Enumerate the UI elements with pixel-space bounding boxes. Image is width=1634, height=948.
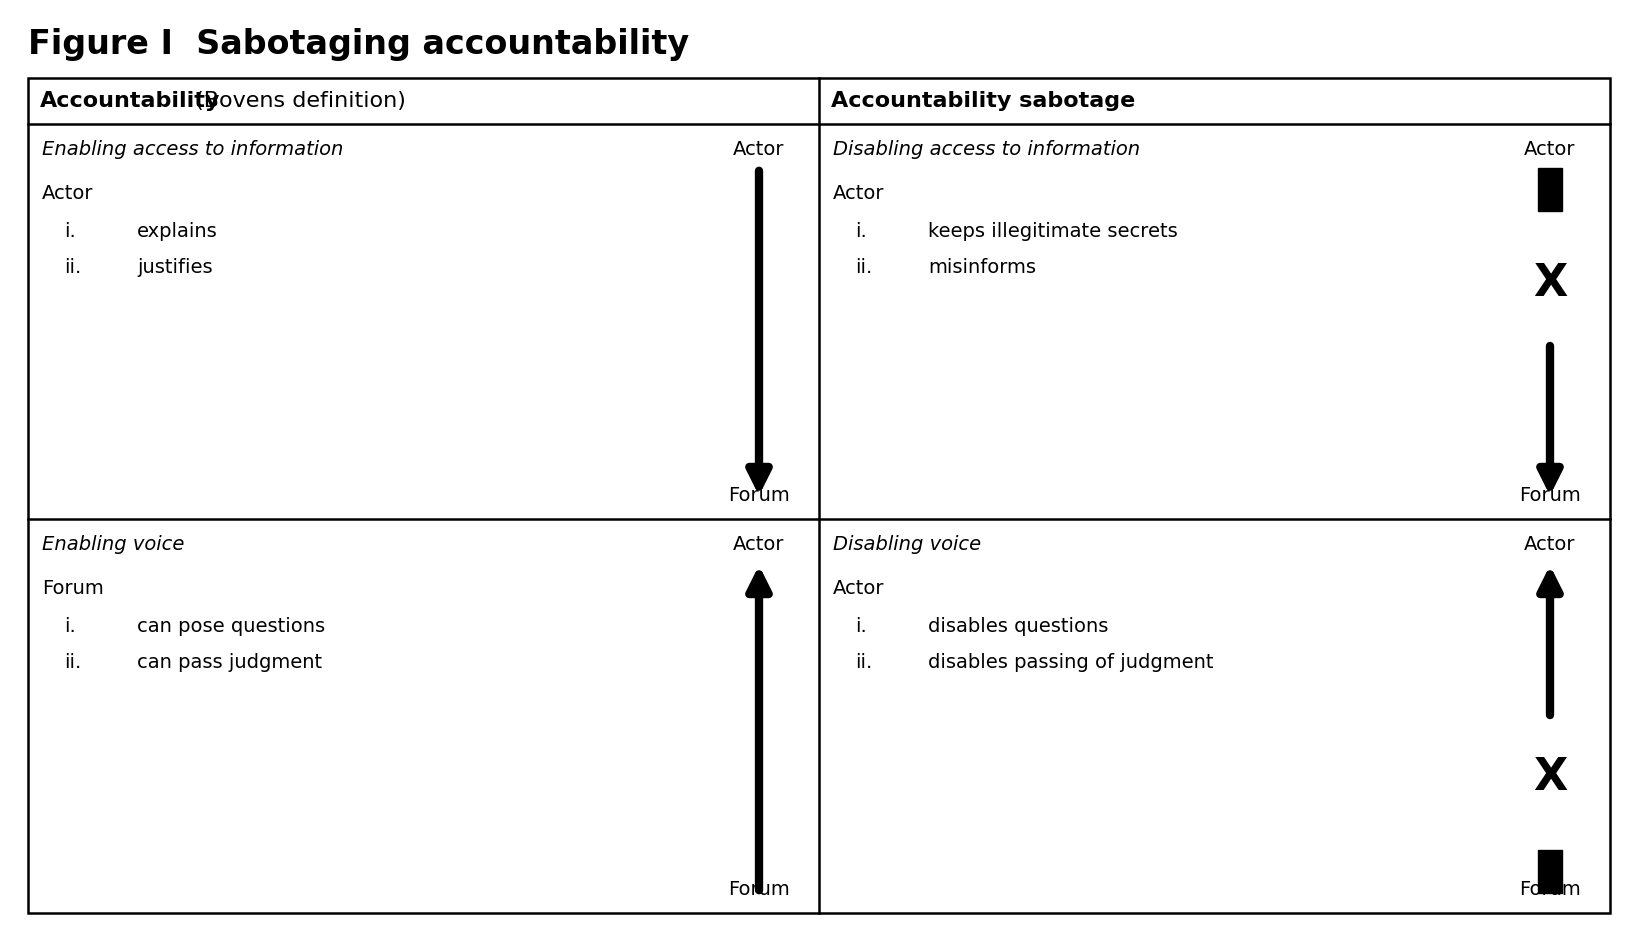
Text: Actor: Actor: [734, 535, 784, 554]
Text: can pass judgment: can pass judgment: [137, 652, 322, 671]
Text: Actor: Actor: [1525, 140, 1575, 159]
Text: ii.: ii.: [64, 258, 82, 277]
Text: Actor: Actor: [1525, 535, 1575, 554]
Text: Disabling access to information: Disabling access to information: [833, 140, 1141, 159]
Text: Forum: Forum: [1520, 880, 1580, 899]
Text: i.: i.: [64, 616, 75, 635]
Text: Disabling voice: Disabling voice: [833, 535, 980, 554]
Text: can pose questions: can pose questions: [137, 616, 325, 635]
Text: ii.: ii.: [64, 652, 82, 671]
Text: Forum: Forum: [729, 485, 789, 504]
Bar: [1538, 850, 1562, 893]
Text: i.: i.: [855, 616, 866, 635]
Text: disables passing of judgment: disables passing of judgment: [928, 652, 1214, 671]
Text: ii.: ii.: [855, 258, 873, 277]
Text: explains: explains: [137, 222, 217, 241]
Text: Forum: Forum: [42, 578, 103, 597]
Text: i.: i.: [64, 222, 75, 241]
Text: Actor: Actor: [833, 184, 884, 203]
Text: (Bovens definition): (Bovens definition): [188, 91, 405, 111]
Text: justifies: justifies: [137, 258, 212, 277]
Text: Actor: Actor: [42, 184, 93, 203]
Text: X: X: [1533, 263, 1567, 305]
Text: misinforms: misinforms: [928, 258, 1036, 277]
Text: Accountability sabotage: Accountability sabotage: [832, 91, 1136, 111]
Text: Accountability: Accountability: [39, 91, 221, 111]
Text: Forum: Forum: [1520, 485, 1580, 504]
Text: Forum: Forum: [729, 880, 789, 899]
Text: i.: i.: [855, 222, 866, 241]
Text: X: X: [1533, 756, 1567, 799]
Text: ii.: ii.: [855, 652, 873, 671]
Text: keeps illegitimate secrets: keeps illegitimate secrets: [928, 222, 1178, 241]
Bar: [1538, 168, 1562, 211]
Text: Enabling voice: Enabling voice: [42, 535, 185, 554]
Text: Actor: Actor: [734, 140, 784, 159]
Bar: [28, 78, 1609, 913]
Text: disables questions: disables questions: [928, 616, 1108, 635]
Text: Enabling access to information: Enabling access to information: [42, 140, 343, 159]
Text: Actor: Actor: [833, 578, 884, 597]
Text: Figure I  Sabotaging accountability: Figure I Sabotaging accountability: [28, 28, 690, 61]
